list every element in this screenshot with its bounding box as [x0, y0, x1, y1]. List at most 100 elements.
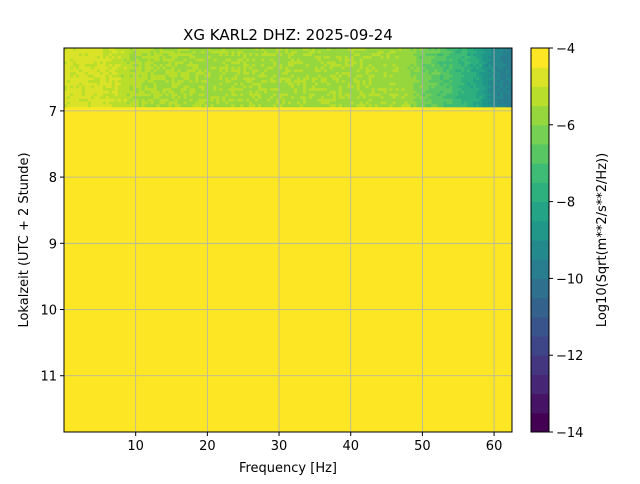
heatmap-cell [210, 101, 214, 105]
heatmap-cell [323, 77, 328, 81]
heatmap-cell [66, 82, 71, 86]
heatmap-cell [401, 93, 405, 97]
heatmap-cell [458, 53, 462, 57]
heatmap-cell [249, 80, 253, 84]
heatmap-cell [464, 85, 468, 89]
heatmap-cell [138, 72, 143, 76]
heatmap-cell [416, 58, 420, 62]
heatmap-cell [443, 80, 447, 84]
heatmap-cell [81, 64, 86, 68]
heatmap-cell [500, 66, 504, 70]
heatmap-cell [249, 90, 253, 94]
heatmap-cell [69, 74, 74, 78]
heatmap-cell [491, 61, 495, 65]
heatmap-cell [308, 64, 313, 68]
heatmap-cell [189, 88, 193, 92]
heatmap-cell [168, 64, 172, 68]
heatmap-cell [455, 56, 459, 60]
heatmap-cell [165, 50, 169, 54]
heatmap-cell [81, 90, 86, 94]
heatmap-cell [219, 85, 223, 89]
heatmap-cell [279, 82, 283, 86]
heatmap-cell [386, 96, 390, 100]
heatmap-cell [171, 66, 175, 70]
heatmap-cell [290, 98, 295, 102]
heatmap-cell [425, 69, 429, 73]
heatmap-cell [479, 50, 483, 54]
heatmap-cell [180, 80, 184, 84]
heatmap-cell [216, 88, 220, 92]
heatmap-cell [422, 88, 426, 92]
heatmap-cell [183, 64, 187, 68]
heatmap-cell [362, 98, 367, 102]
colorbar-level [531, 220, 549, 241]
heatmap-cell [293, 104, 298, 108]
heatmap-cell [126, 53, 131, 57]
heatmap-cell [443, 72, 447, 76]
heatmap-cell [452, 80, 456, 84]
heatmap-cell [359, 58, 364, 62]
heatmap-cell [404, 104, 408, 108]
heatmap-cell [434, 77, 438, 81]
heatmap-cell [371, 72, 376, 76]
heatmap-cell [75, 48, 80, 52]
heatmap-cell [392, 61, 396, 65]
heatmap-cell [159, 96, 163, 100]
heatmap-cell [186, 93, 190, 97]
heatmap-cell [93, 101, 98, 105]
heatmap-cell [288, 77, 292, 81]
heatmap-cell [488, 72, 492, 76]
heatmap-cell [120, 104, 125, 108]
heatmap-cell [72, 80, 77, 84]
colorbar-tick-label: −6 [556, 119, 575, 134]
heatmap-cell [141, 48, 146, 52]
heatmap-cell [443, 50, 447, 54]
heatmap-cell [102, 69, 107, 73]
heatmap-cell [473, 88, 477, 92]
heatmap-cell [353, 80, 358, 84]
heatmap-cell [365, 90, 370, 94]
heatmap-cell [111, 64, 116, 68]
heatmap-cell [162, 80, 166, 84]
heatmap-cell [332, 82, 337, 86]
heatmap-cell [452, 64, 456, 68]
heatmap-cell [407, 98, 411, 102]
heatmap-cell [150, 74, 154, 78]
heatmap-cell [386, 61, 390, 65]
heatmap-cell [153, 50, 157, 54]
heatmap-cell [240, 50, 244, 54]
heatmap-cell [359, 90, 364, 94]
heatmap-cell [144, 61, 149, 65]
heatmap-cell [437, 58, 441, 62]
heatmap-cell [132, 66, 137, 70]
heatmap-cell [470, 98, 474, 102]
heatmap-cell [491, 98, 495, 102]
heatmap-cell [261, 85, 265, 89]
heatmap-cell [344, 93, 349, 97]
heatmap-cell [96, 90, 101, 94]
heatmap-cell [503, 77, 507, 81]
heatmap-cell [335, 101, 340, 105]
heatmap-cell [422, 77, 426, 81]
heatmap-cell [129, 66, 134, 70]
heatmap-cell [66, 93, 71, 97]
heatmap-cell [264, 88, 268, 92]
heatmap-cell [488, 53, 492, 57]
heatmap-cell [198, 74, 202, 78]
heatmap-cell [258, 93, 262, 97]
heatmap-cell [264, 48, 268, 52]
heatmap-cell [246, 98, 250, 102]
heatmap-cell [144, 69, 149, 73]
heatmap-cell [371, 98, 376, 102]
heatmap-cell [398, 48, 402, 52]
heatmap-cell [195, 96, 199, 100]
heatmap-cell [425, 72, 429, 76]
heatmap-cell [464, 80, 468, 84]
heatmap-cell [144, 88, 149, 92]
heatmap-cell [290, 104, 295, 108]
heatmap-cell [237, 72, 241, 76]
heatmap-cell [270, 82, 274, 86]
heatmap-cell [422, 104, 426, 108]
heatmap-cell [93, 93, 98, 97]
heatmap-cell [299, 96, 304, 100]
